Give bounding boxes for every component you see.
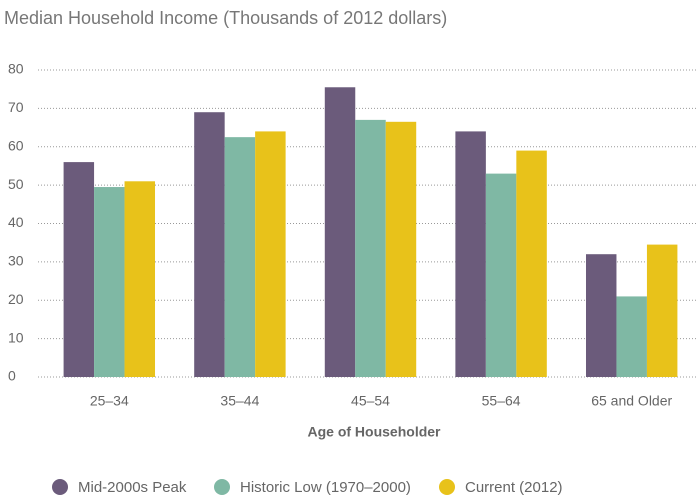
y-tick-label: 70 (8, 99, 24, 115)
x-tick-label: 25–34 (90, 393, 129, 409)
x-tick-label: 35–44 (220, 393, 259, 409)
bar (355, 119, 386, 377)
legend-label: Mid-2000s Peak (78, 479, 187, 496)
y-tick-label: 10 (8, 329, 24, 345)
bar (585, 254, 617, 377)
y-tick-label: 30 (8, 253, 24, 269)
bar (194, 112, 225, 378)
legend-label: Current (2012) (465, 479, 563, 496)
legend-marker (214, 479, 230, 495)
bar (94, 187, 125, 377)
legend-label: Historic Low (1970–2000) (240, 479, 411, 496)
bar (224, 137, 256, 377)
bar (485, 173, 517, 377)
bar (63, 162, 95, 377)
y-tick-label: 40 (8, 214, 24, 230)
x-tick-label: 65 and Older (591, 393, 672, 409)
legend-marker (52, 479, 68, 495)
x-tick-label: 55–64 (482, 393, 521, 409)
y-tick-label: 20 (8, 291, 24, 307)
x-tick-label: 45–54 (351, 393, 390, 409)
x-axis-title: Age of Householder (307, 424, 441, 440)
bar (455, 131, 486, 377)
y-tick-label: 60 (8, 137, 24, 153)
bar (646, 244, 678, 377)
y-tick-label: 80 (8, 61, 24, 77)
bar (255, 131, 286, 377)
bar (516, 150, 547, 377)
legend-marker (439, 479, 455, 495)
bar (124, 181, 156, 377)
bar (616, 296, 647, 377)
bar (385, 121, 417, 378)
y-tick-label: 0 (8, 368, 16, 384)
bar (324, 87, 356, 378)
chart-title: Median Household Income (Thousands of 20… (4, 8, 447, 28)
y-tick-label: 50 (8, 176, 24, 192)
